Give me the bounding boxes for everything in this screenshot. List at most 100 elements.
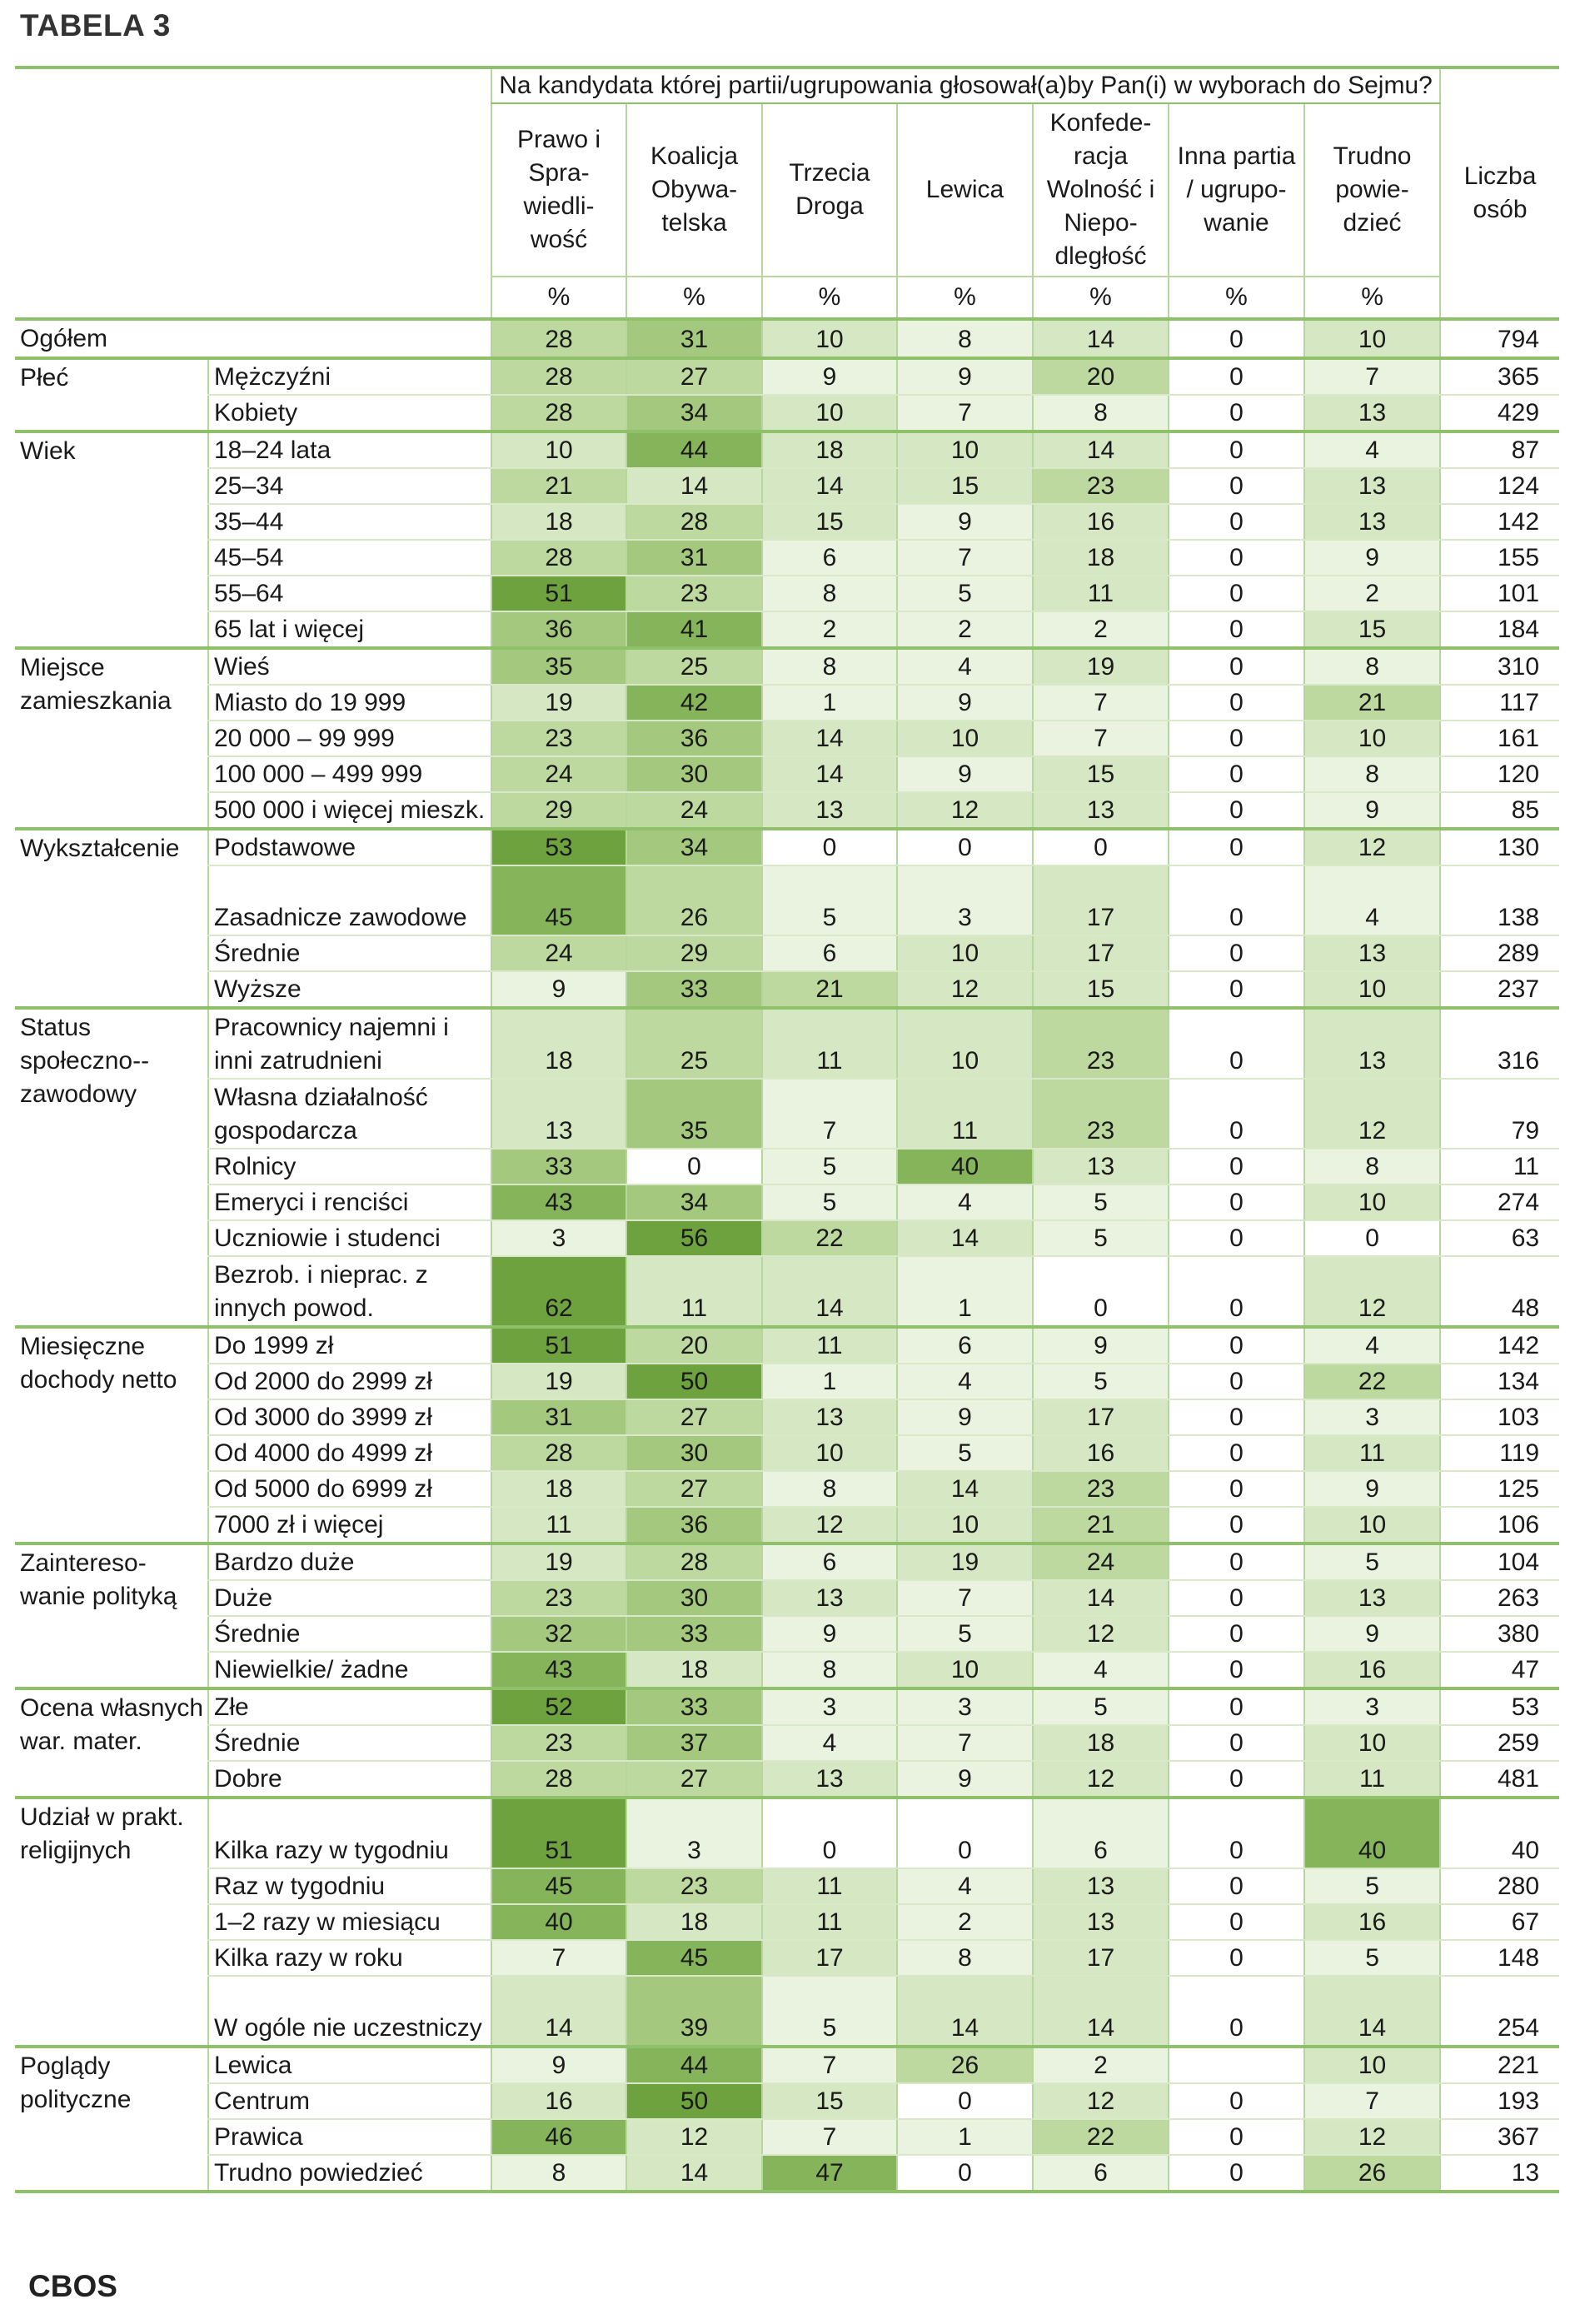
- value-cell: 8: [762, 648, 898, 686]
- table-row: Wiek 18–24 lata 10 44 18 10 14 0 4 87: [15, 431, 1560, 650]
- value-cell: 0: [1169, 1761, 1305, 1799]
- column-header: Konfede-racja Wolność i Niepo-dległość: [1033, 103, 1169, 277]
- row-label: 55–64: [207, 576, 492, 612]
- table-row: Miesięczne dochody netto Do 1999 zł 51 20 11…: [15, 1327, 1560, 1545]
- table-row: Ogółem 28 31 10 8 14 0 10 794: [15, 319, 1560, 360]
- value-cell: 26: [897, 2047, 1034, 2084]
- value-cell: 45: [491, 1868, 627, 1905]
- value-cell: 9: [1304, 1471, 1442, 1508]
- value-cell: 7: [897, 540, 1034, 576]
- value-cell: 15: [762, 2083, 898, 2120]
- value-cell: 0: [1169, 648, 1305, 686]
- value-cell: 51: [491, 1798, 627, 1869]
- row-label: 65 lat i więcej: [207, 611, 492, 650]
- value-cell: 9: [1033, 1327, 1169, 1364]
- row-label: Zasadnicze zawodowe: [207, 865, 492, 936]
- value-cell: 45: [491, 865, 627, 936]
- value-cell: 9: [491, 2047, 627, 2084]
- value-cell: 0: [897, 2083, 1034, 2120]
- count-cell: 120: [1440, 756, 1560, 793]
- row-label: Trudno powiedzieć: [207, 2155, 492, 2193]
- value-cell: 10: [762, 395, 898, 433]
- value-cell: 0: [1169, 1688, 1305, 1726]
- value-cell: 18: [491, 1471, 627, 1508]
- value-cell: 9: [897, 504, 1034, 541]
- value-cell: 0: [1169, 1507, 1305, 1545]
- count-cell: 101: [1440, 576, 1560, 612]
- value-cell: 18: [1033, 1725, 1169, 1762]
- value-cell: 0: [1169, 865, 1305, 936]
- value-cell: 10: [897, 1008, 1034, 1080]
- table-row: Centrum 16 50 15 0 12 0 7 193: [15, 2083, 1560, 2120]
- value-cell: 8: [1304, 648, 1442, 686]
- value-cell: 14: [491, 1976, 627, 2048]
- value-cell: 14: [762, 721, 898, 757]
- table-row: Średnie 23 37 4 7 18 0 10 259: [15, 1725, 1560, 1762]
- value-cell: 3: [491, 1220, 627, 1257]
- value-cell: 28: [626, 504, 763, 541]
- row-label: Bardzo duże: [207, 1544, 492, 1581]
- row-label: 45–54: [207, 540, 492, 576]
- column-header: Prawo i Spra-wiedli-wość: [491, 103, 627, 277]
- count-cell: 367: [1440, 2119, 1560, 2156]
- value-cell: 3: [897, 1688, 1034, 1726]
- value-cell: 9: [897, 1399, 1034, 1436]
- value-cell: 0: [1169, 2155, 1305, 2193]
- value-cell: 11: [1304, 1435, 1442, 1472]
- row-label: Bezrob. i nieprac. z innych powod.: [207, 1256, 492, 1329]
- value-cell: 9: [897, 756, 1034, 793]
- value-cell: 28: [491, 319, 627, 360]
- value-cell: 10: [1304, 721, 1442, 757]
- value-cell: 44: [626, 2047, 763, 2084]
- value-cell: 0: [1304, 1220, 1442, 1257]
- value-cell: 27: [626, 1399, 763, 1436]
- value-cell: 0: [1169, 1798, 1305, 1869]
- table-row: Od 4000 do 4999 zł 28 30 10 5 16 0 11 119: [15, 1435, 1560, 1472]
- value-cell: 15: [1033, 971, 1169, 1010]
- value-cell: 35: [491, 648, 627, 686]
- table-row: Płeć Mężczyźni 28 27 9 9 20 0 7 365: [15, 358, 1560, 433]
- value-cell: 13: [1033, 1904, 1169, 1941]
- row-label: 18–24 lata: [207, 431, 492, 469]
- value-cell: 5: [1033, 1688, 1169, 1726]
- value-cell: 14: [1304, 1976, 1442, 2048]
- value-cell: 0: [1169, 1079, 1305, 1150]
- value-cell: 31: [491, 1399, 627, 1436]
- row-label: Kilka razy w tygodniu: [207, 1798, 492, 1869]
- count-header: Liczba osób: [1439, 66, 1560, 321]
- value-cell: 16: [1033, 504, 1169, 541]
- table-row: 1–2 razy w miesiącu 40 18 11 2 13 0 16 67: [15, 1904, 1560, 1941]
- value-cell: 15: [1033, 756, 1169, 793]
- table-row: Własna działalność gospodarcza 13 35 7 11 23 0…: [15, 1079, 1560, 1150]
- group-label: Poglądy polityczne: [15, 2047, 208, 2193]
- value-cell: 0: [1169, 1940, 1305, 1977]
- value-cell: 4: [897, 1364, 1034, 1400]
- value-cell: 0: [626, 1149, 763, 1185]
- value-cell: 0: [1169, 935, 1305, 972]
- column-header: Trzecia Droga: [762, 103, 898, 277]
- value-cell: 3: [1304, 1688, 1442, 1726]
- unit-label: %: [491, 276, 627, 321]
- value-cell: 28: [491, 540, 627, 576]
- group-label: Status społeczno--zawodowy: [15, 1008, 208, 1329]
- value-cell: 13: [1304, 935, 1442, 972]
- value-cell: 12: [1304, 1079, 1442, 1150]
- value-cell: 18: [1033, 540, 1169, 576]
- value-cell: 51: [491, 1327, 627, 1364]
- table-row: Miejsce zamieszkania Wieś 35 25 8 4 19 0 8 310: [15, 648, 1560, 830]
- value-cell: 14: [1033, 1580, 1169, 1617]
- value-cell: 30: [626, 1435, 763, 1472]
- value-cell: 17: [1033, 1399, 1169, 1436]
- header-corner: [15, 66, 491, 321]
- value-cell: 12: [1304, 1256, 1442, 1329]
- value-cell: 6: [762, 540, 898, 576]
- value-cell: 2: [762, 611, 898, 650]
- value-cell: 6: [762, 935, 898, 972]
- row-label: Średnie: [207, 935, 492, 972]
- value-cell: 0: [1169, 576, 1305, 612]
- table-row: Poglądy polityczne Lewica 9 44 7 26 2 10 221: [15, 2047, 1560, 2193]
- value-cell: 9: [1304, 540, 1442, 576]
- value-cell: 0: [1169, 721, 1305, 757]
- value-cell: 51: [491, 576, 627, 612]
- value-cell: 13: [1304, 1580, 1442, 1617]
